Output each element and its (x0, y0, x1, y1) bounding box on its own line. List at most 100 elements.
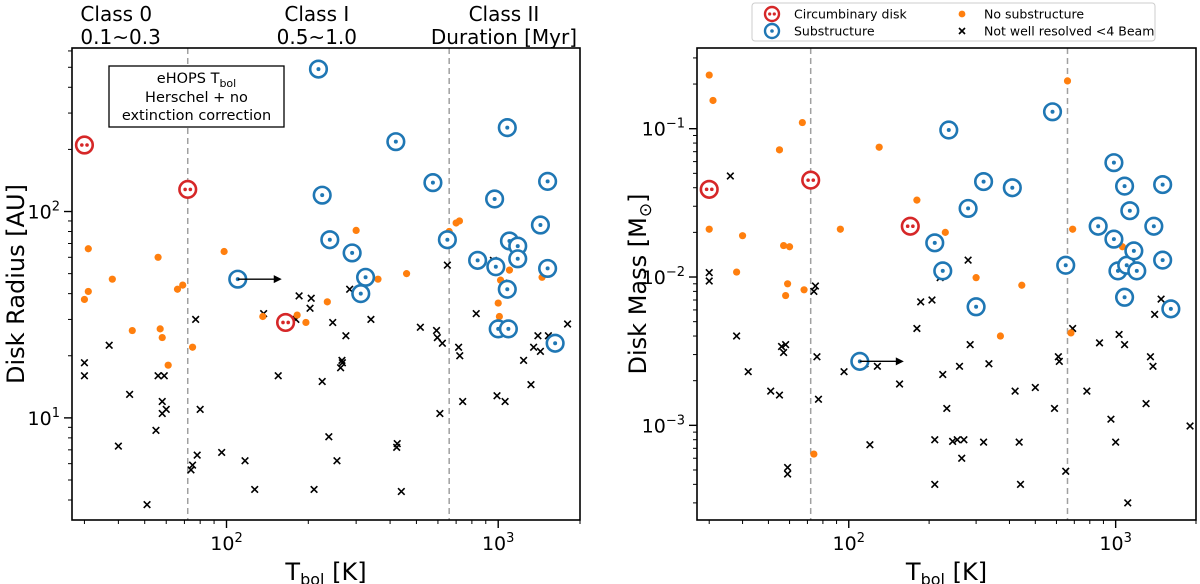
no-substructure-point (374, 275, 382, 283)
not-resolved-point (866, 440, 874, 449)
not-resolved-point (160, 371, 169, 380)
not-resolved-point (930, 480, 939, 489)
substructure-point (1120, 201, 1140, 221)
not-resolved-point (948, 437, 957, 446)
not-resolved-point (809, 287, 818, 296)
not-resolved-point (438, 339, 447, 348)
not-resolved-point (1146, 352, 1155, 361)
not-resolved-point (1061, 467, 1070, 476)
legend-label: No substructure (984, 7, 1084, 22)
annotation-line: eHOPS Tbol (157, 71, 236, 90)
not-resolved-point (960, 435, 968, 444)
not-resolved-point (1111, 438, 1120, 447)
plot-frame (696, 47, 1197, 521)
x-axis-label: Tbol [K] (905, 558, 987, 584)
not-resolved-point (1050, 404, 1059, 413)
no-substructure-point (188, 343, 197, 351)
not-resolved-point (777, 342, 786, 351)
not-resolved-point (187, 465, 195, 474)
no-substructure-point (505, 266, 514, 274)
circumbinary-point (74, 135, 95, 155)
not-resolved-point (913, 324, 921, 333)
substructure-point (538, 171, 558, 191)
not-resolved-point (1082, 387, 1091, 396)
no-substructure-point (875, 143, 883, 151)
no-substructure-point (84, 245, 92, 253)
not-resolved-point (338, 358, 347, 367)
not-resolved-point (367, 315, 375, 324)
not-resolved-point (241, 456, 249, 465)
not-resolved-point (916, 297, 925, 306)
substructure-point (973, 171, 994, 192)
not-resolved-point (436, 409, 444, 418)
not-resolved-point (1150, 310, 1159, 319)
not-resolved-point (318, 377, 327, 386)
no-substructure-point (733, 268, 741, 276)
class-label: Class II (469, 2, 540, 26)
no-substructure-point (705, 71, 713, 79)
not-resolved-point (152, 426, 160, 435)
not-resolved-point (534, 331, 542, 340)
not-resolved-point (188, 461, 197, 470)
no-substructure-point (1018, 281, 1026, 289)
substructure-point (966, 297, 986, 317)
y-axis: 10−3 10−2 10−1 (642, 57, 697, 504)
not-resolved-point (781, 340, 790, 349)
substructure-point (320, 230, 340, 250)
substructure-point (485, 189, 505, 209)
no-substructure-point (705, 225, 713, 233)
no-substructure-point (996, 332, 1005, 340)
not-resolved-point (80, 371, 89, 380)
substructure-point (1002, 178, 1022, 198)
no-substructure-point (154, 253, 162, 261)
substructure-point (939, 120, 959, 140)
annotation-line: extinction correction (122, 108, 271, 124)
not-resolved-point (840, 367, 848, 376)
no-substructure-point (220, 247, 228, 256)
no-substructure-point (836, 225, 844, 233)
circumbinary-point (699, 179, 719, 199)
not-resolved-point (310, 485, 318, 494)
y-tick-label: 10−2 (642, 265, 685, 289)
not-resolved-point (307, 294, 316, 303)
not-resolved-point (472, 309, 481, 318)
no-substructure-point (782, 291, 790, 300)
not-resolved-point (193, 451, 202, 459)
not-resolved-point (324, 432, 333, 441)
not-resolved-point (563, 320, 572, 328)
substructure-point (933, 261, 953, 281)
legend: Circumbinary disk Substructure No substruc… (751, 2, 1156, 42)
not-resolved-point (501, 397, 509, 406)
not-resolved-point (217, 448, 226, 457)
no-substructure-point (179, 281, 187, 289)
no-substructure-point (158, 333, 166, 342)
substructure-point (423, 173, 443, 193)
not-resolved-point (957, 454, 966, 463)
class-label: 0.1~0.3 (80, 25, 160, 49)
not-resolved-point (744, 367, 753, 376)
not-resolved-point (1149, 362, 1157, 371)
not-resolved-point (295, 292, 303, 300)
not-resolved-point (455, 351, 464, 360)
not-resolved-point (705, 268, 714, 277)
no-substructure-point (780, 241, 788, 250)
no-substructure-point (1063, 77, 1072, 85)
substructure-point (1161, 299, 1181, 319)
substructure-point (351, 284, 371, 304)
substructure-point (468, 250, 488, 270)
not-resolved-point (726, 172, 735, 180)
x-tick-label: 102 (210, 531, 242, 555)
substructure-point (1127, 261, 1147, 281)
no-substructure-point (913, 196, 921, 204)
circumbinary-point (900, 216, 920, 236)
not-resolved-point (1107, 415, 1115, 424)
x-tick-label: 103 (1099, 531, 1131, 555)
not-resolved-point (143, 500, 151, 509)
no-substructure-point (1069, 225, 1077, 233)
substructure-point (1124, 241, 1144, 261)
not-resolved-point (519, 356, 528, 365)
not-resolved-point (895, 380, 904, 388)
